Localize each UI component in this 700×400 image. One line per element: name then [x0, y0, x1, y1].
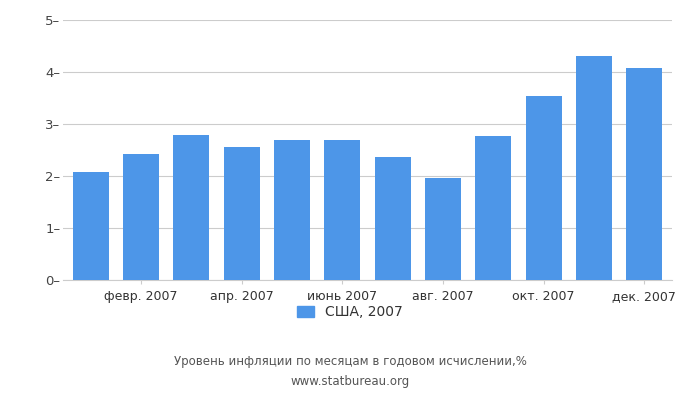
Bar — [324, 140, 360, 280]
Bar — [173, 136, 209, 280]
Text: www.statbureau.org: www.statbureau.org — [290, 376, 410, 388]
Text: Уровень инфляции по месяцам в годовом исчислении,%: Уровень инфляции по месяцам в годовом ис… — [174, 356, 526, 368]
Bar — [274, 140, 310, 280]
Bar — [425, 178, 461, 280]
Bar — [526, 96, 562, 280]
Bar — [576, 56, 612, 280]
Bar — [374, 157, 411, 280]
Bar — [123, 154, 159, 280]
Bar — [626, 68, 662, 280]
Bar — [223, 147, 260, 280]
Bar — [475, 136, 512, 280]
Bar — [73, 172, 108, 280]
Legend: США, 2007: США, 2007 — [298, 305, 402, 319]
